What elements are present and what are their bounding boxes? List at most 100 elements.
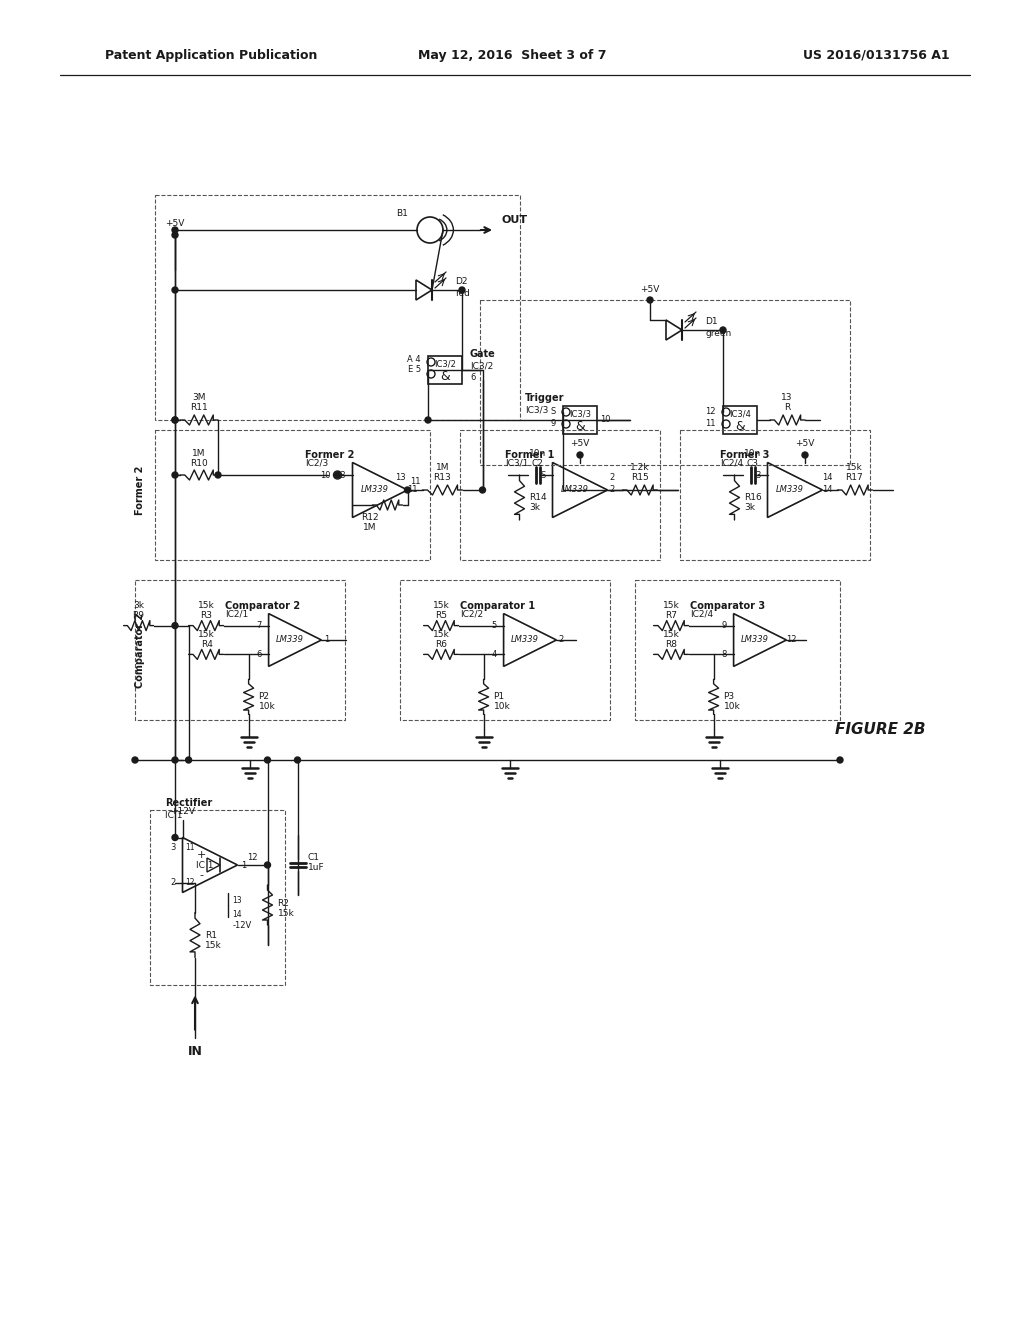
Text: 15k: 15k — [199, 630, 215, 639]
Circle shape — [172, 623, 178, 628]
Text: Rectifier: Rectifier — [165, 799, 212, 808]
Text: S: S — [541, 470, 546, 479]
Text: +5V: +5V — [796, 438, 815, 447]
Text: Comparator 2: Comparator 2 — [135, 612, 145, 688]
Text: &: & — [575, 420, 585, 433]
Text: R12: R12 — [361, 512, 379, 521]
Text: 10k: 10k — [494, 702, 510, 711]
Text: -12V: -12V — [232, 921, 252, 931]
Text: 1: 1 — [241, 861, 246, 870]
Text: 6: 6 — [470, 374, 475, 383]
Text: 1.2k: 1.2k — [630, 463, 649, 473]
Text: R: R — [784, 404, 791, 412]
Text: +: + — [197, 850, 206, 861]
Text: 2: 2 — [610, 486, 615, 495]
Text: 11: 11 — [184, 843, 195, 851]
Text: R6: R6 — [435, 640, 447, 649]
Circle shape — [172, 232, 178, 238]
Text: R7: R7 — [666, 611, 678, 620]
Text: Trigger: Trigger — [525, 393, 564, 403]
Text: 15k: 15k — [664, 630, 680, 639]
Text: 9: 9 — [551, 420, 556, 429]
Text: IC 1: IC 1 — [165, 810, 182, 820]
Text: R5: R5 — [435, 611, 447, 620]
Text: 15k: 15k — [433, 601, 450, 610]
Circle shape — [172, 756, 178, 763]
Text: D1: D1 — [705, 318, 718, 326]
Circle shape — [172, 417, 178, 422]
Text: IC2/3: IC2/3 — [305, 458, 329, 467]
Circle shape — [172, 286, 178, 293]
Text: 12: 12 — [184, 878, 195, 887]
Bar — [155, 195, 520, 420]
Text: Former 3: Former 3 — [720, 450, 769, 459]
Text: 2: 2 — [610, 474, 615, 483]
Bar — [155, 430, 430, 560]
Circle shape — [264, 862, 270, 869]
Text: 4: 4 — [492, 649, 497, 659]
Text: 10k: 10k — [259, 702, 275, 711]
Circle shape — [172, 473, 178, 478]
Text: R17: R17 — [846, 474, 863, 483]
Bar — [428, 356, 462, 384]
Text: R4: R4 — [201, 640, 213, 649]
Circle shape — [335, 473, 341, 478]
Text: US 2016/0131756 A1: US 2016/0131756 A1 — [804, 49, 950, 62]
Circle shape — [132, 756, 138, 763]
Text: 10n: 10n — [743, 449, 761, 458]
Bar — [460, 430, 660, 560]
Circle shape — [404, 487, 411, 492]
Circle shape — [720, 327, 726, 333]
Text: Comparator 1: Comparator 1 — [460, 602, 536, 611]
Text: 15k: 15k — [846, 463, 863, 473]
Text: 15k: 15k — [664, 601, 680, 610]
Text: 3: 3 — [170, 843, 175, 851]
Text: 9: 9 — [721, 622, 727, 630]
Bar — [635, 579, 840, 719]
Text: R13: R13 — [433, 474, 452, 483]
Bar — [135, 579, 345, 719]
Text: &: & — [440, 370, 450, 383]
Text: 15k: 15k — [278, 908, 294, 917]
Text: E 5: E 5 — [408, 366, 421, 375]
Text: Comparator 3: Comparator 3 — [690, 602, 765, 611]
Text: R10: R10 — [190, 458, 208, 467]
Text: OUT: OUT — [502, 215, 528, 224]
Text: +5V: +5V — [640, 285, 659, 294]
Text: 13: 13 — [335, 470, 345, 479]
Text: FIGURE 2B: FIGURE 2B — [835, 722, 926, 738]
Text: IC3/2: IC3/2 — [470, 362, 494, 371]
Text: Comparator 2: Comparator 2 — [225, 602, 300, 611]
Text: 13: 13 — [395, 474, 406, 483]
Text: IC3/4: IC3/4 — [729, 409, 751, 418]
Text: 1M: 1M — [193, 449, 206, 458]
Circle shape — [479, 487, 485, 492]
Text: R16: R16 — [744, 492, 762, 502]
Text: IC2/4: IC2/4 — [720, 458, 743, 467]
Text: LM339: LM339 — [511, 635, 539, 644]
Text: 13: 13 — [232, 896, 242, 906]
Circle shape — [295, 756, 300, 763]
Text: IC3/3: IC3/3 — [525, 405, 549, 414]
Circle shape — [577, 451, 583, 458]
Text: D2: D2 — [455, 277, 468, 286]
Text: 10k: 10k — [724, 702, 740, 711]
Text: R3: R3 — [201, 611, 213, 620]
Text: LM339: LM339 — [741, 635, 769, 644]
Text: B1: B1 — [396, 210, 408, 219]
Text: 11: 11 — [411, 478, 421, 487]
Text: 3k: 3k — [133, 601, 144, 610]
Text: P1: P1 — [494, 692, 505, 701]
Bar — [480, 300, 850, 465]
Text: 5: 5 — [492, 622, 497, 630]
Text: Former 1: Former 1 — [505, 450, 554, 459]
Circle shape — [172, 834, 178, 841]
Text: +5V: +5V — [570, 438, 590, 447]
Circle shape — [172, 417, 178, 422]
Text: C2: C2 — [531, 458, 544, 467]
Bar — [150, 810, 285, 985]
Text: red: red — [455, 289, 470, 297]
Text: 12: 12 — [247, 853, 258, 862]
Text: 1M: 1M — [436, 463, 450, 473]
Text: 3k: 3k — [529, 503, 541, 511]
